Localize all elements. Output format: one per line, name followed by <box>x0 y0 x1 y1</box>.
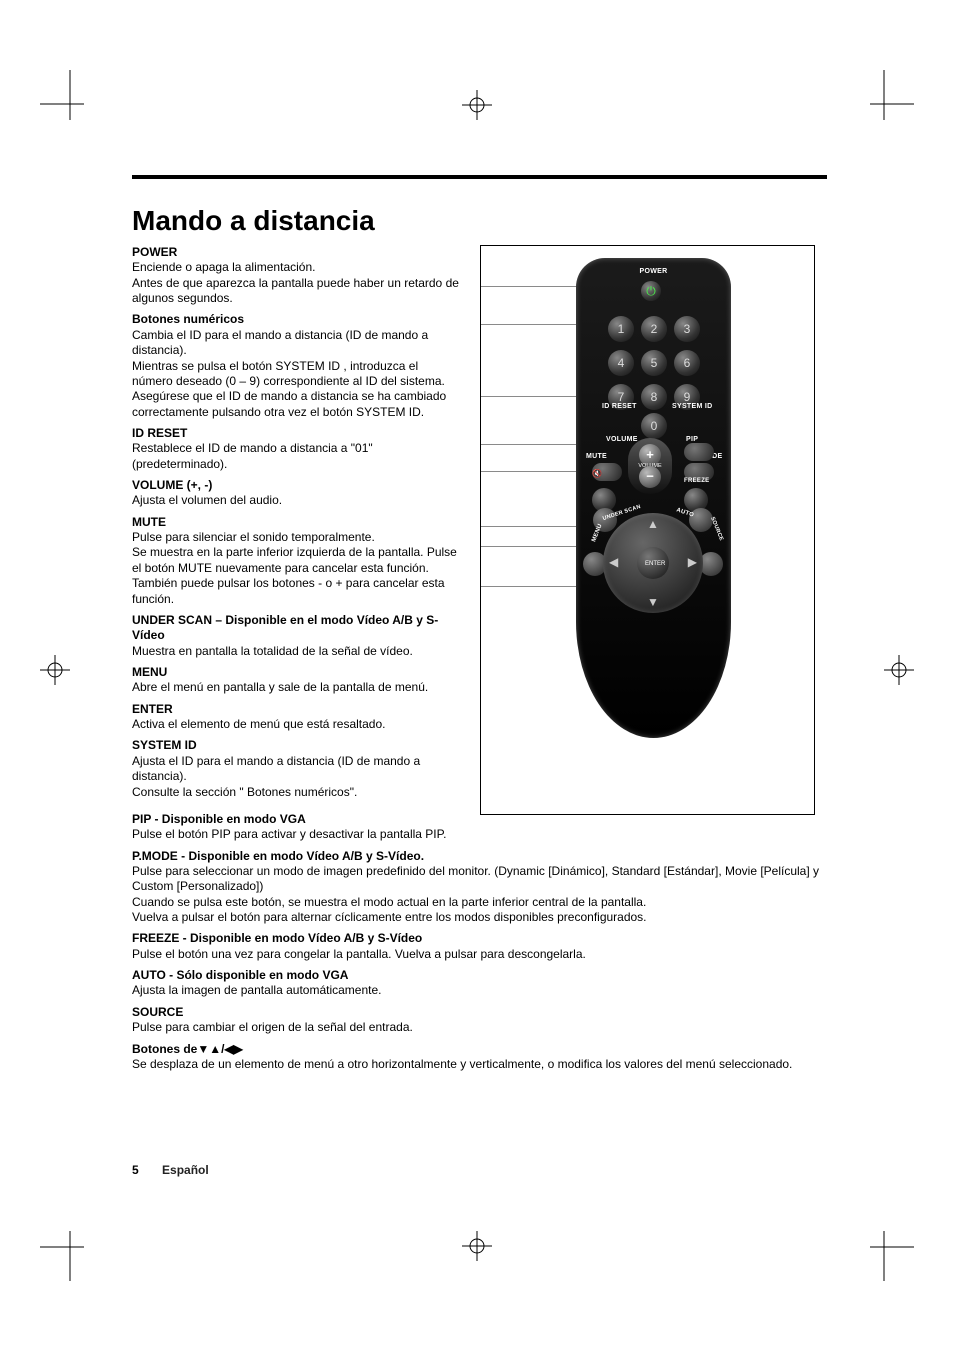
pointer-line <box>481 546 583 547</box>
arrow-down-icon: ▼ <box>647 595 659 609</box>
label-numeric: Botones numéricos <box>132 312 244 326</box>
num-4-button: 4 <box>608 350 634 376</box>
arrow-right-icon: ▶ <box>688 555 697 569</box>
label-arrows-prefix: Botones de <box>132 1042 197 1056</box>
num-6-button: 6 <box>674 350 700 376</box>
section-pip: PIP - Disponible en modo VGAPulse el bot… <box>132 812 827 843</box>
section-mute: MUTEPulse para silenciar el sonido tempo… <box>132 515 462 607</box>
text-power: Enciende o apaga la alimentación.Antes d… <box>132 260 459 305</box>
page-number: 5 <box>132 1163 139 1177</box>
text-idreset: Restablece el ID de mando a distancia a … <box>132 441 373 470</box>
section-numeric: Botones numéricos Cambia el ID para el ma… <box>132 312 462 420</box>
section-pmode: P.MODE - Disponible en modo Vídeo A/B y … <box>132 849 827 926</box>
remote-label-enter: ENTER <box>645 561 665 567</box>
label-menu: MENU <box>132 665 167 679</box>
num-2-button: 2 <box>641 316 667 342</box>
remote-illustration-column: POWER 1 2 3 4 5 6 7 8 9 0 ID RESET SYSTE… <box>480 245 827 806</box>
label-arrows-glyphs: ▼▲/◀▶ <box>197 1042 243 1056</box>
text-pip: Pulse el botón PIP para activar y desact… <box>132 827 446 841</box>
section-freeze: FREEZE - Disponible en modo Vídeo A/B y … <box>132 931 827 962</box>
label-systemid: SYSTEM ID <box>132 738 197 752</box>
num-5-button: 5 <box>641 350 667 376</box>
label-source: SOURCE <box>132 1005 183 1019</box>
remote-label-idreset: ID RESET <box>602 403 637 410</box>
page-language: Español <box>162 1163 209 1177</box>
text-enter: Activa el elemento de menú que está resa… <box>132 717 386 731</box>
label-idreset: ID RESET <box>132 426 187 440</box>
remote-frame: POWER 1 2 3 4 5 6 7 8 9 0 ID RESET SYSTE… <box>480 245 815 815</box>
label-underscan: UNDER SCAN – Disponible en el modo Vídeo… <box>132 613 438 642</box>
section-enter: ENTERActiva el elemento de menú que está… <box>132 702 462 733</box>
label-power: POWER <box>132 245 177 259</box>
section-arrows: Botones de▼▲/◀▶ Se desplaza de un elemen… <box>132 1042 827 1073</box>
page-footer: 5 Español <box>132 1163 209 1177</box>
text-freeze: Pulse el botón una vez para congelar la … <box>132 947 586 961</box>
arrow-up-icon: ▲ <box>647 517 659 531</box>
num-8-button: 8 <box>641 384 667 410</box>
num-1-button: 1 <box>608 316 634 342</box>
text-pmode: Pulse para seleccionar un modo de imagen… <box>132 864 819 924</box>
descriptions-full-width: PIP - Disponible en modo VGAPulse el bot… <box>132 812 827 1072</box>
label-auto: AUTO - Sólo disponible en modo VGA <box>132 968 348 982</box>
section-idreset: ID RESETRestablece el ID de mando a dist… <box>132 426 462 472</box>
text-volume: Ajusta el volumen del audio. <box>132 493 282 507</box>
section-underscan: UNDER SCAN – Disponible en el modo Vídeo… <box>132 613 462 659</box>
remote-label-freeze: FREEZE <box>684 478 709 484</box>
label-volume: VOLUME (+, -) <box>132 478 212 492</box>
label-pip: PIP - Disponible en modo VGA <box>132 812 306 826</box>
text-systemid: Ajusta el ID para el mando a distancia (… <box>132 754 420 799</box>
descriptions-left-column: POWEREnciende o apaga la alimentación.An… <box>132 245 462 806</box>
label-enter: ENTER <box>132 702 173 716</box>
nav-dpad: ENTER ▲ ▼ ◀ ▶ <box>603 513 703 613</box>
label-mute: MUTE <box>132 515 166 529</box>
num-3-button: 3 <box>674 316 700 342</box>
remote-label-mute: MUTE <box>586 453 607 460</box>
top-rule <box>132 175 827 179</box>
volume-rocker: VOLUME <box>628 438 672 494</box>
text-mute: Pulse para silenciar el sonido temporalm… <box>132 530 457 605</box>
section-volume: VOLUME (+, -)Ajusta el volumen del audio… <box>132 478 462 509</box>
text-source: Pulse para cambiar el origen de la señal… <box>132 1020 413 1034</box>
label-pmode: P.MODE - Disponible en modo Vídeo A/B y … <box>132 849 424 863</box>
text-menu: Abre el menú en pantalla y sale de la pa… <box>132 680 428 694</box>
section-systemid: SYSTEM ID Ajusta el ID para el mando a di… <box>132 738 462 799</box>
text-arrows: Se desplaza de un elemento de menú a otr… <box>132 1057 792 1071</box>
remote-label-pip: PIP <box>686 436 698 443</box>
page-title: Mando a distancia <box>132 205 827 237</box>
mute-button-icon <box>592 463 622 481</box>
remote-label-volume: VOLUME <box>606 436 638 443</box>
pip-button <box>684 443 714 461</box>
power-button-icon <box>641 281 661 301</box>
text-underscan: Muestra en pantalla la totalidad de la s… <box>132 644 413 658</box>
arrow-left-icon: ◀ <box>609 555 618 569</box>
remote-label-systemid: SYSTEM ID <box>672 403 712 410</box>
remote-label-source: SOURCE <box>709 516 724 542</box>
section-power: POWEREnciende o apaga la alimentación.An… <box>132 245 462 306</box>
text-auto: Ajusta la imagen de pantalla automáticam… <box>132 983 382 997</box>
remote-label-menu: MENU <box>591 523 604 543</box>
section-menu: MENUAbre el menú en pantalla y sale de l… <box>132 665 462 696</box>
volume-minus-icon <box>639 466 661 488</box>
section-auto: AUTO - Sólo disponible en modo VGAAjusta… <box>132 968 827 999</box>
label-freeze: FREEZE - Disponible en modo Vídeo A/B y … <box>132 931 422 945</box>
remote-label-power: POWER <box>640 268 668 275</box>
remote-body: POWER 1 2 3 4 5 6 7 8 9 0 ID RESET SYSTE… <box>576 258 731 738</box>
text-numeric: Cambia el ID para el mando a distancia (… <box>132 328 446 419</box>
num-0-button: 0 <box>641 413 667 439</box>
section-source: SOURCEPulse para cambiar el origen de la… <box>132 1005 827 1036</box>
